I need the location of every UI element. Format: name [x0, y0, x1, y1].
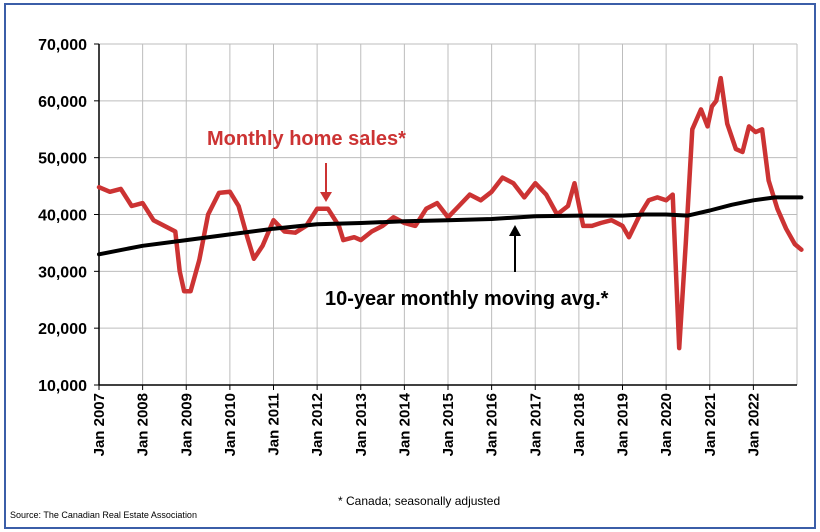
source-note: Source: The Canadian Real Estate Associa…: [10, 510, 197, 520]
y-tick-label: 40,000: [38, 208, 87, 225]
chart-frame: [4, 3, 816, 529]
x-tick-label: Jan 2008: [135, 393, 152, 456]
x-axis-ticks: Jan 2007 Jan 2008 Jan 2009 Jan 2010 Jan 2011…: [91, 385, 762, 456]
moving-avg-label: 10-year monthly moving avg.*: [325, 288, 609, 310]
y-tick-label: 50,000: [38, 151, 87, 168]
x-tick-label: Jan 2018: [571, 393, 588, 456]
y-tick-label: 10,000: [38, 378, 87, 395]
x-tick-label: Jan 2010: [222, 393, 239, 456]
y-tick-label: 30,000: [38, 264, 87, 281]
x-tick-label: Jan 2016: [484, 393, 501, 456]
moving-average-line: [97, 195, 804, 257]
x-tick-label: Jan 2017: [527, 393, 544, 456]
monthly-sales-line: [96, 75, 804, 351]
x-tick-label: Jan 2009: [178, 393, 195, 456]
x-tick-label: Jan 2012: [309, 393, 326, 456]
x-tick-label: Jan 2019: [615, 393, 632, 456]
x-tick-label: Jan 2007: [91, 393, 108, 456]
x-tick-label: Jan 2013: [353, 393, 370, 456]
x-tick-label: Jan 2015: [440, 393, 457, 456]
y-axis-ticks: 10,000 20,000 30,000 40,000 50,000 60,000 70,0…: [38, 37, 99, 395]
avg-annotation-arrowhead: [509, 225, 521, 236]
footnote: * Canada; seasonally adjusted: [338, 494, 500, 508]
x-tick-label: Jan 2022: [745, 393, 762, 456]
sales-annotation-arrowhead: [320, 192, 332, 202]
x-tick-label: Jan 2021: [702, 393, 719, 456]
y-tick-label: 20,000: [38, 321, 87, 338]
x-tick-label: Jan 2020: [658, 393, 675, 456]
series-lines: [96, 75, 804, 351]
y-tick-label: 60,000: [38, 94, 87, 111]
x-tick-label: Jan 2014: [396, 392, 413, 456]
monthly-sales-label: Monthly home sales*: [207, 128, 406, 150]
x-tick-label: Jan 2011: [266, 393, 283, 456]
y-tick-label: 70,000: [38, 37, 87, 54]
